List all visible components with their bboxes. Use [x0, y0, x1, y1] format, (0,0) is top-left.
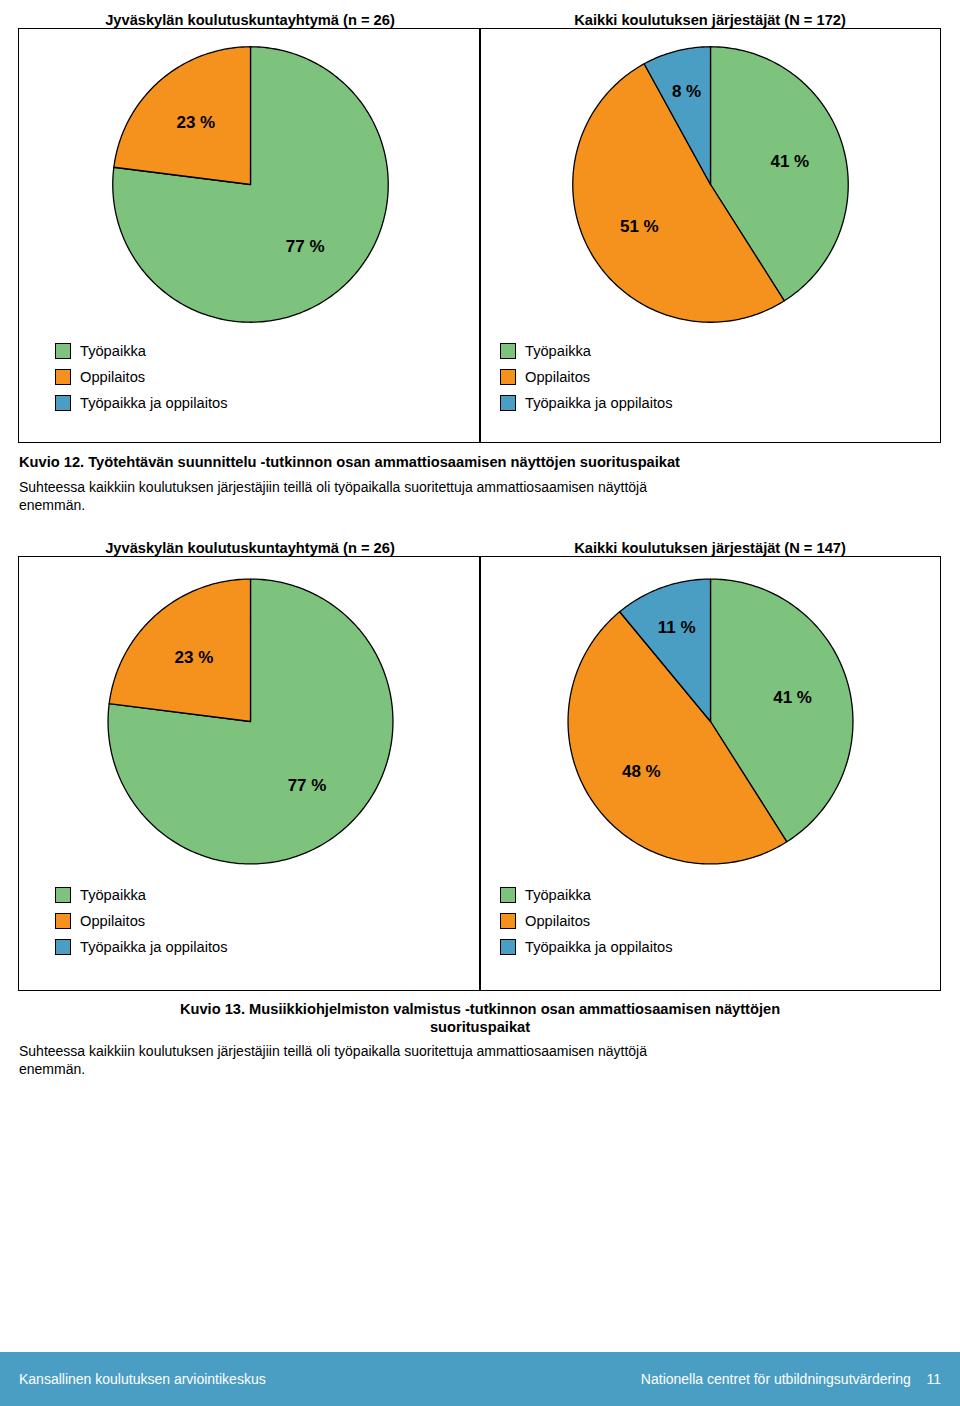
svg-text:8 %: 8 %	[672, 82, 701, 101]
html-text:Kansallinen koulutuksen arvioi: Kansallinen koulutuksen arviointikeskus	[19, 1371, 266, 1387]
html-text:Työpaikka: Työpaikka	[525, 887, 591, 903]
svg-text:77 %: 77 %	[286, 237, 325, 256]
html-text:Jyväskylän koulutuskuntayhtymä: Jyväskylän koulutuskuntayhtymä (n = 26)	[105, 12, 395, 28]
svg-text:23 %: 23 %	[175, 648, 214, 667]
html-text:Työpaikka ja oppilaitos: Työpaikka ja oppilaitos	[525, 395, 673, 411]
html-text:Työpaikka ja oppilaitos: Työpaikka ja oppilaitos	[80, 939, 228, 955]
html-text:Oppilaitos: Oppilaitos	[525, 913, 591, 929]
svg-text:23 %: 23 %	[176, 113, 215, 132]
html-text:Työpaikka: Työpaikka	[525, 343, 591, 359]
html-text:Kuvio 13. Musiikkiohjelmiston: Kuvio 13. Musiikkiohjelmiston valmistus …	[179, 1001, 781, 1035]
svg-text:51 %: 51 %	[620, 217, 659, 236]
html-text:Jyväskylän koulutuskuntayhtymä: Jyväskylän koulutuskuntayhtymä (n = 26)	[105, 540, 395, 556]
html-text:Oppilaitos: Oppilaitos	[80, 913, 146, 929]
html-text:Oppilaitos: Oppilaitos	[525, 369, 591, 385]
html-text:Työpaikka ja oppilaitos: Työpaikka ja oppilaitos	[80, 395, 228, 411]
svg-text:41 %: 41 %	[770, 152, 809, 171]
html-text:Oppilaitos: Oppilaitos	[80, 369, 146, 385]
html-text:Kuvio 12. Työtehtävän suunnitt: Kuvio 12. Työtehtävän suunnittelu -tutki…	[19, 454, 680, 470]
html-text:Työpaikka: Työpaikka	[80, 343, 146, 359]
html-text:Suhteessa kaikkiin koulutuksen: Suhteessa kaikkiin koulutuksen järjestäj…	[19, 479, 647, 513]
html-text:Suhteessa kaikkiin koulutuksen: Suhteessa kaikkiin koulutuksen järjestäj…	[19, 1043, 647, 1077]
svg-text:41 %: 41 %	[773, 688, 812, 707]
html-text:Nationella centret för utbildn: Nationella centret för utbildningsutvärd…	[640, 1371, 941, 1387]
html-text:Työpaikka ja oppilaitos: Työpaikka ja oppilaitos	[525, 939, 673, 955]
svg-text:77 %: 77 %	[288, 776, 327, 795]
svg-text:11 %: 11 %	[658, 618, 696, 637]
html-text:Työpaikka: Työpaikka	[80, 887, 146, 903]
html-text:Kaikki koulutuksen järjestäjät: Kaikki koulutuksen järjestäjät (N = 172)	[574, 12, 846, 28]
svg-text:48 %: 48 %	[622, 762, 661, 781]
html-text:Kaikki koulutuksen järjestäjät: Kaikki koulutuksen järjestäjät (N = 147)	[574, 540, 846, 556]
